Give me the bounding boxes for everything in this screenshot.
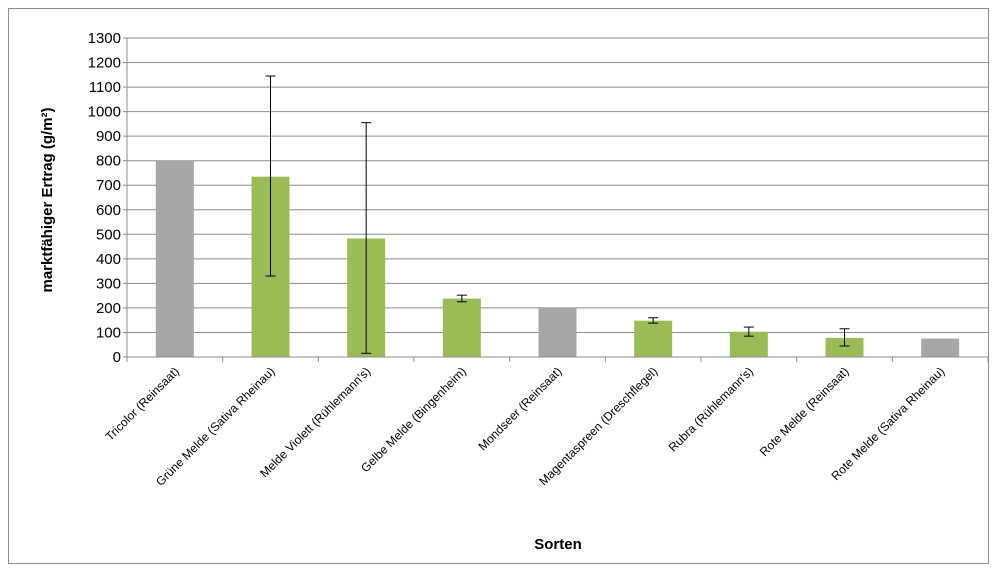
- bar: [442, 298, 481, 357]
- y-tick-label: 1000: [88, 104, 121, 121]
- bar: [921, 338, 960, 357]
- error-bar: [743, 326, 754, 337]
- bar: [155, 160, 194, 357]
- x-category-label: Melde Violett (Rühlemann's): [257, 364, 373, 480]
- y-tick-label: 800: [96, 153, 121, 170]
- axes: [123, 37, 988, 358]
- x-category-label: Gelbe Melde (Bingenheim): [358, 364, 469, 475]
- y-tick-label: 500: [96, 226, 121, 243]
- bar: [825, 337, 864, 357]
- error-bars: [265, 75, 850, 354]
- error-bar: [839, 328, 850, 347]
- bar: [538, 307, 577, 357]
- x-category-label: Rubra (Rühlemann's): [666, 364, 756, 454]
- y-axis-title: marktfähiger Ertrag (g/m²): [39, 107, 56, 292]
- y-tick-label: 100: [96, 324, 121, 341]
- y-tick-label: 1300: [88, 30, 121, 47]
- error-bar: [456, 294, 467, 303]
- y-tick-label: 200: [96, 300, 121, 317]
- y-tick-label: 1100: [89, 79, 121, 96]
- y-tick-label: 900: [96, 128, 121, 145]
- x-category-label: Mondseer (Reinsaat): [475, 364, 564, 453]
- error-bar: [361, 122, 372, 354]
- y-tick-label: 600: [96, 202, 121, 219]
- x-axis-title: Sorten: [534, 536, 582, 553]
- x-category-label: Rote Melde (Sativa Rheinau): [828, 364, 947, 483]
- y-tick-label: 0: [113, 349, 121, 366]
- y-tick-label: 300: [96, 275, 121, 292]
- error-bar: [648, 317, 659, 324]
- x-category-label: Rote Melde (Reinsaat): [757, 364, 852, 459]
- y-tick-labels: 0 100 200 300 400 500 600 700 800 900 1000 1100 1200…: [88, 30, 121, 366]
- y-tick-label: 400: [96, 251, 121, 268]
- y-tick-label: 700: [96, 177, 121, 194]
- error-bar: [265, 75, 276, 277]
- x-category-labels: Tricolor (Reinsaat)Grüne Melde (Sativa R…: [103, 357, 989, 489]
- bar: [634, 320, 673, 357]
- x-category-label: Tricolor (Reinsaat): [103, 364, 182, 443]
- y-tick-label: 1200: [88, 55, 121, 72]
